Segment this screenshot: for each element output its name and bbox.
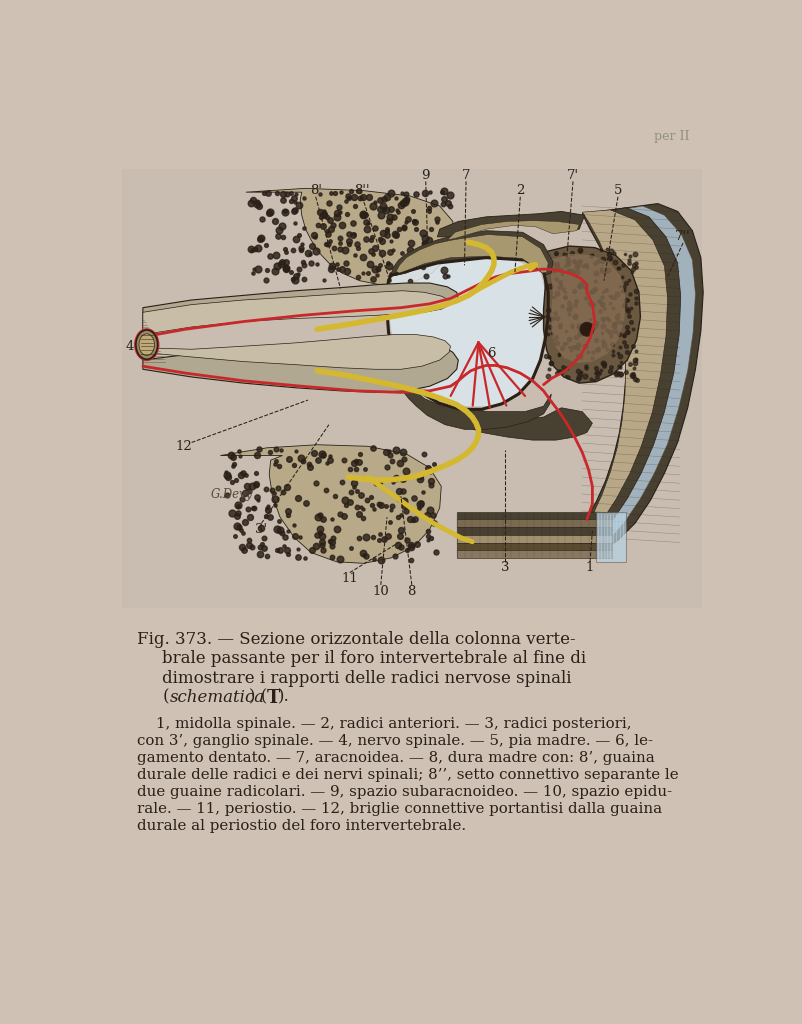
Text: dimostrare i rapporti delle radici nervose spinali: dimostrare i rapporti delle radici nervo… — [162, 670, 572, 686]
Bar — [457, 535, 612, 543]
Text: gamento dentato. — 7, aracnoidea. — 8, dura madre con: 8’, guaina: gamento dentato. — 7, aracnoidea. — 8, d… — [137, 752, 655, 765]
Text: schematica: schematica — [170, 689, 265, 706]
Text: Fig. 373. — Sezione orizzontale della colonna verte-: Fig. 373. — Sezione orizzontale della co… — [137, 631, 576, 648]
Polygon shape — [549, 254, 626, 364]
Polygon shape — [582, 210, 667, 543]
Text: 9: 9 — [422, 169, 430, 181]
Polygon shape — [143, 340, 458, 392]
Text: 6: 6 — [488, 347, 496, 360]
Text: 1, midolla spinale. — 2, radici anteriori. — 3, radici posteriori,: 1, midolla spinale. — 2, radici anterior… — [137, 718, 632, 731]
Bar — [457, 512, 612, 519]
Text: 7': 7' — [567, 169, 579, 181]
Polygon shape — [391, 230, 553, 275]
Text: per II: per II — [654, 130, 689, 142]
Text: 7'': 7'' — [675, 230, 691, 244]
Ellipse shape — [136, 330, 158, 359]
Polygon shape — [143, 335, 451, 370]
Text: rale. — 11, periostio. — 12, briglie connettive portantisi dalla guaina: rale. — 11, periostio. — 12, briglie con… — [137, 802, 662, 816]
Text: 3': 3' — [255, 523, 268, 536]
Text: 1: 1 — [586, 561, 594, 574]
Text: 7: 7 — [462, 169, 470, 181]
Polygon shape — [246, 188, 453, 285]
Text: (: ( — [162, 689, 168, 706]
Polygon shape — [221, 444, 441, 563]
Text: durale al periostio del foro intervertebrale.: durale al periostio del foro interverteb… — [137, 819, 467, 833]
Text: 8'': 8'' — [354, 184, 370, 198]
Text: 5: 5 — [614, 184, 622, 198]
Text: ).: ). — [277, 689, 290, 706]
Text: T: T — [267, 689, 280, 707]
Text: con 3’, ganglio spinale. — 4, nervo spinale. — 5, pia madre. — 6, le-: con 3’, ganglio spinale. — 4, nervo spin… — [137, 734, 654, 749]
Text: brale passante per il foro intervertebrale al fine di: brale passante per il foro intervertebra… — [162, 650, 586, 668]
Polygon shape — [573, 204, 703, 556]
Bar — [122, 169, 702, 608]
Polygon shape — [143, 283, 458, 331]
Bar — [457, 519, 612, 527]
Polygon shape — [448, 220, 579, 240]
Polygon shape — [585, 208, 681, 545]
Bar — [596, 512, 626, 562]
Circle shape — [580, 323, 594, 336]
Text: ) (: ) ( — [249, 689, 267, 706]
Ellipse shape — [139, 334, 155, 355]
Polygon shape — [396, 234, 549, 273]
Text: due guaine radicolari. — 9, spazio subaracnoideo. — 10, spazio epidu-: due guaine radicolari. — 9, spazio subar… — [137, 785, 673, 799]
Text: 11: 11 — [342, 572, 358, 586]
Text: G.Devy: G.Devy — [210, 487, 253, 501]
Polygon shape — [585, 206, 695, 553]
Text: 10: 10 — [372, 585, 389, 598]
Bar — [457, 543, 612, 550]
Polygon shape — [437, 211, 585, 237]
Polygon shape — [445, 407, 593, 440]
Text: 2: 2 — [516, 184, 525, 198]
Text: durale delle radici e dei nervi spinali; 8’’, setto connettivo separante le: durale delle radici e dei nervi spinali;… — [137, 768, 679, 782]
Text: 8: 8 — [407, 585, 416, 598]
Text: 3: 3 — [500, 561, 509, 574]
Polygon shape — [544, 246, 641, 383]
Polygon shape — [398, 377, 551, 429]
Text: 12: 12 — [176, 439, 192, 453]
Bar — [457, 527, 612, 535]
Bar — [457, 550, 612, 558]
Text: 4: 4 — [125, 340, 134, 352]
Polygon shape — [143, 291, 451, 335]
Text: 8': 8' — [310, 184, 322, 198]
Polygon shape — [389, 258, 545, 407]
